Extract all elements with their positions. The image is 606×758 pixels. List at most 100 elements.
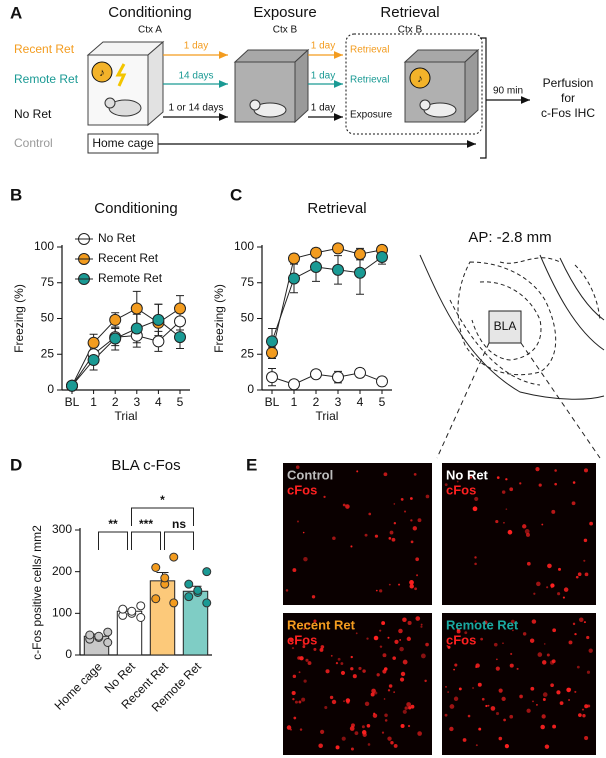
data-point bbox=[152, 313, 165, 326]
significance-bracket bbox=[131, 507, 194, 526]
cfos-cell bbox=[299, 728, 303, 731]
x-tick-label: BL bbox=[65, 395, 80, 409]
cfos-cell bbox=[542, 698, 546, 701]
cfos-cell bbox=[454, 663, 458, 667]
cfos-cell bbox=[303, 556, 308, 562]
chart-title: Conditioning bbox=[94, 200, 177, 217]
cfos-cell bbox=[368, 512, 372, 516]
cfos-cell bbox=[453, 668, 456, 671]
cfos-cell bbox=[291, 691, 296, 696]
cfos-cell bbox=[475, 663, 480, 668]
home-cage-label: Home cage bbox=[92, 136, 154, 150]
y-axis-label: Freezing (%) bbox=[212, 284, 226, 353]
cfos-cell bbox=[512, 629, 514, 632]
cfos-cell bbox=[474, 496, 479, 501]
cfos-cell bbox=[400, 498, 404, 501]
cfos-cell bbox=[292, 698, 295, 701]
cfos-cell bbox=[340, 662, 344, 665]
data-point bbox=[87, 353, 100, 366]
x-tick-label: 3 bbox=[133, 395, 140, 409]
cfos-cell bbox=[587, 704, 591, 708]
data-point bbox=[109, 313, 122, 326]
cfos-cell bbox=[583, 559, 586, 562]
data-point bbox=[94, 631, 104, 641]
cfos-cell bbox=[415, 557, 419, 562]
cfos-cell bbox=[522, 632, 527, 636]
significance-label: ** bbox=[108, 517, 118, 531]
cfos-cell bbox=[542, 660, 547, 665]
cfos-cell bbox=[541, 523, 544, 526]
cfos-cell bbox=[285, 589, 289, 592]
cfos-cell bbox=[577, 572, 582, 577]
panel-letter: A bbox=[10, 3, 22, 22]
group-label: No Ret bbox=[14, 107, 52, 121]
cfos-cell bbox=[516, 667, 519, 670]
cfos-cell bbox=[302, 642, 306, 646]
cfos-cell bbox=[558, 567, 562, 571]
data-point bbox=[266, 335, 278, 348]
stain-label: cFos bbox=[446, 482, 476, 497]
cfos-cell bbox=[496, 476, 500, 479]
cfos-cell bbox=[453, 696, 459, 701]
cfos-cell bbox=[544, 744, 550, 749]
cfos-cell bbox=[381, 731, 385, 734]
cfos-cell bbox=[393, 743, 398, 748]
cfos-cell bbox=[420, 625, 423, 628]
cfos-cell bbox=[525, 532, 530, 537]
cfos-cell bbox=[302, 645, 306, 649]
cfos-cell bbox=[420, 623, 423, 626]
y-tick-label: 25 bbox=[241, 346, 255, 360]
group-label: Remote Ret bbox=[14, 72, 79, 86]
cfos-cell bbox=[583, 621, 586, 624]
x-tick-label: Home cage bbox=[52, 659, 106, 713]
svg-text:♪: ♪ bbox=[417, 73, 423, 85]
cfos-cell bbox=[402, 709, 407, 714]
cfos-cell bbox=[324, 706, 328, 710]
data-point bbox=[310, 368, 322, 381]
legend-label: Recent Ret bbox=[98, 251, 159, 265]
cfos-cell bbox=[531, 619, 537, 624]
cfos-cell bbox=[349, 726, 355, 731]
data-point bbox=[136, 601, 146, 611]
cfos-cell bbox=[420, 653, 426, 659]
stain-label: cFos bbox=[446, 632, 476, 647]
cfos-cell bbox=[474, 556, 477, 559]
cfos-cell bbox=[307, 661, 312, 665]
region-box bbox=[488, 310, 522, 344]
data-point bbox=[332, 242, 344, 255]
cfos-cell bbox=[533, 592, 536, 595]
cfos-cell bbox=[501, 490, 506, 494]
cfos-cell bbox=[574, 690, 577, 693]
cfos-cell bbox=[504, 743, 510, 749]
y-tick-label: 75 bbox=[241, 275, 255, 289]
cfos-cell bbox=[408, 706, 412, 710]
cfos-cell bbox=[537, 652, 543, 657]
data-point bbox=[85, 630, 95, 640]
cfos-cell bbox=[425, 642, 429, 647]
cfos-cell bbox=[390, 741, 394, 745]
cfos-cell bbox=[362, 669, 366, 673]
cfos-cell bbox=[581, 708, 585, 711]
data-point bbox=[169, 598, 179, 608]
cfos-cell bbox=[464, 631, 468, 635]
cfos-cell bbox=[364, 701, 370, 707]
cfos-cell bbox=[393, 503, 396, 505]
cfos-cell bbox=[554, 482, 557, 486]
data-point bbox=[266, 371, 278, 384]
significance-bracket bbox=[164, 531, 194, 550]
cfos-cell bbox=[384, 713, 388, 718]
legend-label: Remote Ret bbox=[98, 271, 163, 285]
data-point bbox=[151, 563, 161, 572]
cfos-cell bbox=[582, 714, 586, 718]
cfos-cell bbox=[498, 688, 503, 693]
cfos-cell bbox=[472, 506, 478, 512]
legend-label: No Ret bbox=[98, 231, 136, 245]
data-point bbox=[87, 336, 100, 349]
cfos-cell bbox=[361, 725, 365, 729]
stage-title: Conditioning bbox=[108, 4, 191, 21]
cfos-cell bbox=[320, 645, 325, 649]
test-label: Retrieval bbox=[350, 75, 389, 86]
x-tick-label: 5 bbox=[177, 395, 184, 409]
